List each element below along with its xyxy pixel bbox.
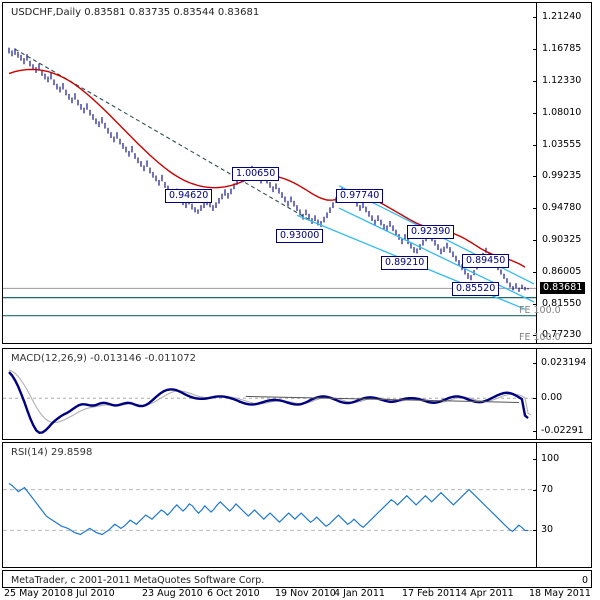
date-axis-label: 4 Apr 2011 xyxy=(461,588,514,599)
macd-axis-tick xyxy=(533,363,536,364)
copyright-right-value: 0 xyxy=(581,575,588,586)
price-level-label[interactable]: 0.89450 xyxy=(462,254,510,268)
price-level-label[interactable]: 1.00650 xyxy=(232,167,280,181)
date-axis-label: 4 Jan 2011 xyxy=(334,588,385,599)
price-axis-tick xyxy=(533,49,536,51)
macd-axis-label: 0.023194 xyxy=(541,357,587,368)
price-axis-label: 1.21240 xyxy=(542,11,582,22)
price-axis-label: 0.99235 xyxy=(542,170,582,181)
price-axis-label: 1.03555 xyxy=(542,138,582,150)
rsi-axis-separator xyxy=(536,443,537,567)
macd-axis-tick xyxy=(533,431,536,432)
date-axis-label: 25 May 2010 xyxy=(4,588,66,599)
price-axis-label: 0.77230 xyxy=(542,329,582,340)
macd-indicator-panel[interactable]: 0.023194 0.00 -0.02291 MACD(12,26,9) -0.01… xyxy=(2,348,592,440)
price-axis-label: 1.12330 xyxy=(542,75,582,87)
macd-axis-separator xyxy=(536,349,537,439)
price-axis-label: 0.81550 xyxy=(542,297,582,309)
price-level-label[interactable]: 0.85520 xyxy=(452,282,500,296)
price-axis-tick xyxy=(533,112,536,114)
price-axis-label: 1.08010 xyxy=(542,106,582,118)
copyright-panel: MetaTrader, c 2001-2011 MetaQuotes Softw… xyxy=(2,570,592,588)
date-axis-label: 23 Aug 2010 xyxy=(142,588,203,599)
date-axis-label: 18 May 2011 xyxy=(529,588,591,599)
price-axis-tick xyxy=(533,176,536,177)
price-axis-label: 0.94780 xyxy=(542,202,582,214)
macd-axis-tick xyxy=(533,398,536,400)
price-axis-label: 0.90325 xyxy=(542,234,582,246)
fib-expansion-label: FE 100.0 xyxy=(519,305,561,316)
current-price-tag: 0.83681 xyxy=(540,282,586,294)
price-axis-label: 1.16785 xyxy=(542,43,582,55)
price-plot-svg xyxy=(3,47,536,317)
price-level-label[interactable]: 0.94620 xyxy=(165,189,213,203)
price-axis-tick xyxy=(533,240,536,242)
date-axis-label: 8 Jul 2010 xyxy=(67,588,115,599)
rsi-axis-label: 100 xyxy=(541,453,560,464)
rsi-plot-area[interactable] xyxy=(3,443,591,567)
price-axis-separator xyxy=(536,3,537,343)
price-axis-tick xyxy=(533,17,536,18)
fib-expansion-label: FE 100.0 xyxy=(519,332,561,343)
rsi-header-label: RSI(14) 29.8598 xyxy=(11,447,93,458)
price-axis-tick xyxy=(533,81,536,83)
price-axis-tick xyxy=(533,271,536,273)
rsi-plot-svg xyxy=(3,482,536,536)
price-axis-tick xyxy=(533,303,536,305)
macd-axis-label: 0.00 xyxy=(541,392,563,404)
price-level-label[interactable]: 0.93000 xyxy=(276,229,324,243)
rsi-axis-label: 30 xyxy=(541,524,554,536)
rsi-axis-tick xyxy=(533,530,536,532)
price-level-label[interactable]: 0.89210 xyxy=(381,256,429,270)
price-chart-panel[interactable]: 1.21240 1.16785 1.12330 1.08010 1.03555 0.992… xyxy=(2,2,592,344)
macd-header-label: MACD(12,26,9) -0.013146 -0.011072 xyxy=(11,353,196,364)
rsi-indicator-panel[interactable]: 100 70 30 RSI(14) 29.8598 xyxy=(2,442,592,568)
rsi-axis-label: 70 xyxy=(541,483,554,495)
price-axis-tick xyxy=(533,335,536,336)
macd-plot-area[interactable] xyxy=(3,349,591,439)
price-axis-tick xyxy=(533,144,536,146)
copyright-text: MetaTrader, c 2001-2011 MetaQuotes Softw… xyxy=(11,575,265,586)
price-plot-area[interactable] xyxy=(3,3,591,343)
date-axis-label: 17 Feb 2011 xyxy=(402,588,462,599)
rsi-axis-tick xyxy=(533,489,536,491)
chart-header-ohlc: USDCHF,Daily 0.83581 0.83735 0.83544 0.8… xyxy=(11,7,260,18)
macd-plot-svg xyxy=(3,369,536,435)
date-axis-label: 6 Oct 2010 xyxy=(207,588,260,599)
rsi-axis-tick xyxy=(533,459,536,460)
macd-axis-label: -0.02291 xyxy=(541,425,584,436)
price-axis-label: 0.86005 xyxy=(542,265,582,277)
price-level-label[interactable]: 0.97740 xyxy=(336,189,384,203)
date-axis-label: 19 Nov 2010 xyxy=(275,588,336,599)
price-axis-tick xyxy=(533,208,536,210)
price-level-label[interactable]: 0.92390 xyxy=(407,225,455,239)
